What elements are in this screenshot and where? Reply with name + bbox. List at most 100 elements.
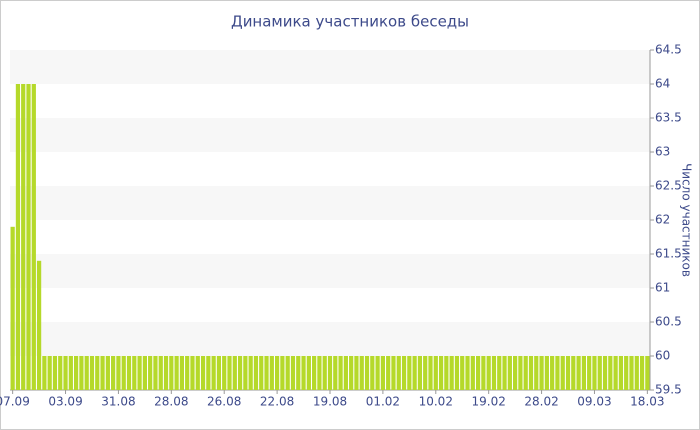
y-tick-label: 61.5: [655, 247, 682, 261]
bar: [95, 356, 100, 390]
bar: [253, 356, 259, 390]
x-tick-label: 03.09: [48, 395, 82, 409]
bar: [137, 356, 142, 390]
bar: [481, 356, 486, 390]
y-tick-label: 63.5: [655, 111, 682, 125]
y-tick-label: 64: [655, 77, 670, 91]
bar: [259, 356, 264, 390]
bar: [111, 356, 116, 390]
x-tick-label: 07.09: [0, 395, 30, 409]
bar: [142, 356, 147, 390]
bar: [317, 356, 322, 390]
bar: [74, 356, 79, 390]
bar: [243, 356, 248, 390]
bar: [560, 356, 565, 390]
bar: [116, 356, 121, 390]
y-tick-label: 61: [655, 281, 670, 295]
bar: [174, 356, 179, 390]
bar: [333, 356, 338, 390]
bar: [354, 356, 359, 390]
bar: [100, 356, 105, 390]
y-tick-label: 59.5: [655, 383, 682, 397]
bar: [613, 356, 618, 390]
bar: [248, 356, 253, 390]
x-tick-label: 19.08: [313, 395, 347, 409]
grid-band: [10, 186, 650, 220]
bar: [438, 356, 444, 390]
bar: [465, 356, 470, 390]
y-tick-label: 64.5: [655, 43, 682, 57]
bar: [312, 356, 317, 390]
bar: [121, 356, 126, 390]
bar: [148, 356, 153, 390]
grid-band: [10, 254, 650, 288]
bar: [274, 356, 280, 390]
bar: [581, 356, 586, 390]
bar: [190, 356, 195, 390]
bar: [163, 356, 169, 390]
bar: [639, 356, 645, 390]
bar: [513, 356, 518, 390]
bar: [491, 356, 497, 390]
bar: [26, 84, 31, 390]
bar: [179, 356, 185, 390]
bar: [264, 356, 269, 390]
bar: [126, 356, 132, 390]
bar: [359, 356, 364, 390]
chart-title: Динамика участников беседы: [231, 13, 469, 31]
bar: [42, 356, 47, 390]
bar: [433, 356, 438, 390]
bar: [523, 356, 528, 390]
x-tick-label: 18.03: [630, 395, 664, 409]
bar: [237, 356, 243, 390]
x-tick-label: 31.08: [101, 395, 135, 409]
grid-band: [10, 322, 650, 356]
bar: [470, 356, 475, 390]
bar: [206, 356, 211, 390]
bar: [222, 356, 227, 390]
bar: [232, 356, 237, 390]
y-tick-label: 60: [655, 349, 670, 363]
y-tick-label: 62: [655, 213, 670, 227]
bar: [269, 356, 274, 390]
bar: [15, 84, 21, 390]
bar: [343, 356, 348, 390]
bar: [301, 356, 306, 390]
bar: [454, 356, 460, 390]
x-tick-label: 10.02: [419, 395, 453, 409]
bar: [608, 356, 613, 390]
bar: [185, 356, 190, 390]
bar: [444, 356, 449, 390]
y-axis-label: Число участников: [680, 163, 694, 277]
bar: [544, 356, 549, 390]
bar: [534, 356, 539, 390]
bar: [624, 356, 629, 390]
bar: [587, 356, 592, 390]
bar: [375, 356, 380, 390]
bar: [539, 356, 544, 390]
bar: [84, 356, 89, 390]
bar: [449, 356, 454, 390]
bar: [322, 356, 327, 390]
bar: [386, 356, 391, 390]
bar: [475, 356, 481, 390]
y-tick-label: 62.5: [655, 179, 682, 193]
bar: [89, 356, 95, 390]
y-tick-label: 63: [655, 145, 670, 159]
bar: [79, 356, 84, 390]
bar: [571, 356, 576, 390]
bar: [592, 356, 597, 390]
bar: [550, 356, 555, 390]
x-tick-label: 28.08: [154, 395, 188, 409]
bar: [169, 356, 174, 390]
bar: [349, 356, 354, 390]
bar: [36, 260, 42, 390]
bar: [63, 356, 68, 390]
bar: [338, 356, 343, 390]
bar: [629, 356, 634, 390]
bar: [132, 356, 137, 390]
x-tick-label: 19.02: [471, 395, 505, 409]
bar: [58, 356, 63, 390]
y-tick-label: 60.5: [655, 315, 682, 329]
